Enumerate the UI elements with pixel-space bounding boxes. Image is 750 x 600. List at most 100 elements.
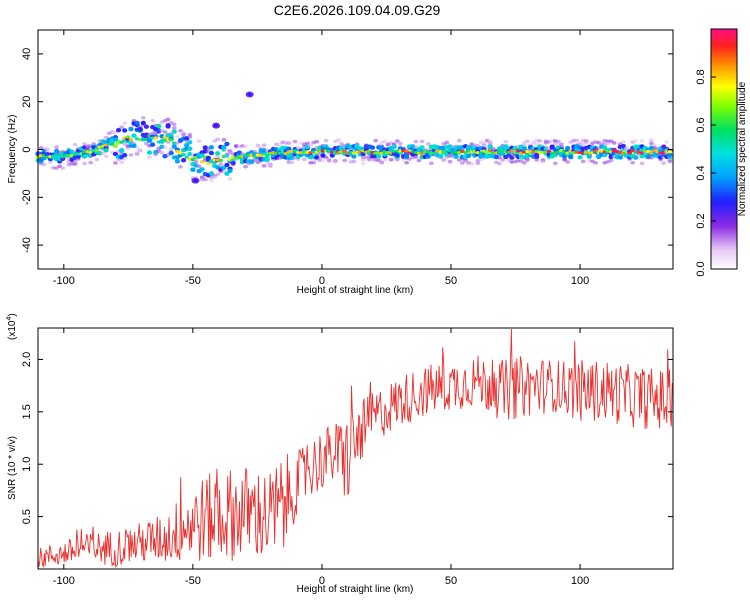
heat-blob [247, 93, 252, 97]
heat-cell [112, 151, 119, 157]
heat-cell [162, 145, 168, 149]
heat-cell [41, 162, 47, 167]
heat-cell [103, 154, 109, 159]
snr-frame [37, 327, 674, 570]
heat-cell [574, 138, 580, 143]
heat-cell [667, 152, 673, 157]
heat-cell [199, 167, 205, 172]
heat-cell [286, 141, 292, 145]
heat-cell [605, 141, 611, 146]
heat-cell [103, 148, 109, 153]
heat-cell [459, 161, 465, 165]
heat-core [646, 149, 651, 154]
heat-cell [525, 158, 530, 163]
heat-cell [503, 139, 509, 144]
heat-cell [193, 159, 199, 164]
x-tick-label: -50 [185, 275, 201, 287]
y-tick-label: -40 [21, 237, 33, 253]
heat-cell [577, 155, 583, 160]
heat-core [258, 154, 264, 158]
heat-cell [150, 142, 156, 147]
heat-cell [379, 160, 385, 165]
heat-cell [305, 141, 310, 146]
heat-core [246, 153, 251, 157]
heat-cell [323, 144, 329, 149]
x-tick-label: 50 [445, 275, 457, 287]
heat-cell [227, 168, 233, 174]
heat-cell [373, 138, 379, 143]
heat-cell [159, 150, 165, 155]
heat-cell [404, 153, 410, 159]
y-tick-label: 1.0 [21, 457, 33, 472]
heat-cell [184, 143, 190, 148]
heat-cell [60, 166, 66, 170]
snr-y-label: SNR (10 * v/v) [7, 436, 18, 500]
heat-cell [308, 143, 313, 148]
heat-cell [617, 155, 623, 160]
snr-series-line [37, 328, 673, 568]
heat-cell [261, 143, 267, 147]
x-tick-label: -100 [53, 275, 75, 287]
heat-cell [128, 153, 134, 157]
heat-cell [534, 158, 540, 162]
heat-cell [586, 154, 592, 159]
heat-cell [447, 159, 453, 164]
heat-cell [351, 154, 357, 159]
heat-cell [500, 158, 506, 162]
heat-cell [552, 161, 558, 166]
spectrogram-x-ticks: -100 -50 0 50 100 [53, 30, 589, 287]
heat-cell [602, 152, 608, 158]
heat-core [168, 138, 174, 142]
heat-cell [144, 141, 149, 146]
heat-cell [224, 171, 230, 176]
heat-cell [580, 159, 586, 164]
heat-cell [314, 139, 320, 144]
heat-cell [178, 128, 183, 133]
heat-cell [469, 161, 475, 166]
heat-cell [664, 140, 670, 144]
heat-core [224, 154, 230, 158]
spectrogram-panel: -100 -50 0 50 100 -40 -20 0 20 40 Height of stra… [7, 29, 674, 296]
y-tick-label: 20 [21, 96, 33, 108]
heat-core [181, 152, 186, 157]
heat-cell [453, 154, 459, 159]
colorbar-label: Normalized spectral amplitude [737, 81, 748, 216]
heat-core [113, 144, 118, 148]
heat-cell [143, 124, 150, 129]
heat-cell [243, 164, 248, 169]
x-tick-label: 0 [319, 275, 325, 287]
colorbar-tick-label: 0.6 [695, 117, 707, 132]
heat-cell [419, 139, 425, 144]
heat-cell [208, 171, 215, 176]
heat-cell [441, 158, 447, 163]
heat-cell [224, 162, 230, 168]
heat-cell [264, 157, 270, 163]
heat-cell [113, 161, 118, 165]
heat-cell [490, 146, 496, 151]
heat-cell [428, 161, 434, 165]
heat-cell [227, 177, 233, 181]
heat-cell [648, 138, 654, 142]
heat-cell [475, 143, 481, 148]
heat-cell [497, 155, 502, 160]
heat-cell [215, 172, 221, 177]
heat-cell [140, 115, 146, 120]
heat-core [525, 149, 530, 154]
spectrogram-y-label: Frequency (Hz) [7, 115, 18, 184]
heat-cell [255, 143, 261, 148]
heat-cell [531, 140, 537, 145]
heat-cell [549, 144, 555, 149]
heat-core [153, 136, 158, 140]
heat-cell [122, 128, 128, 133]
x-tick-label: -100 [53, 575, 75, 587]
heat-cell [633, 155, 639, 160]
heat-cell [44, 147, 50, 151]
heat-cell [180, 158, 187, 163]
heat-cell [122, 157, 128, 161]
heat-cell [398, 141, 403, 146]
heat-cell [187, 135, 193, 139]
heat-cell [639, 139, 645, 143]
heat-cell [580, 142, 586, 147]
heat-cell [54, 145, 59, 149]
heat-cell [168, 147, 174, 152]
